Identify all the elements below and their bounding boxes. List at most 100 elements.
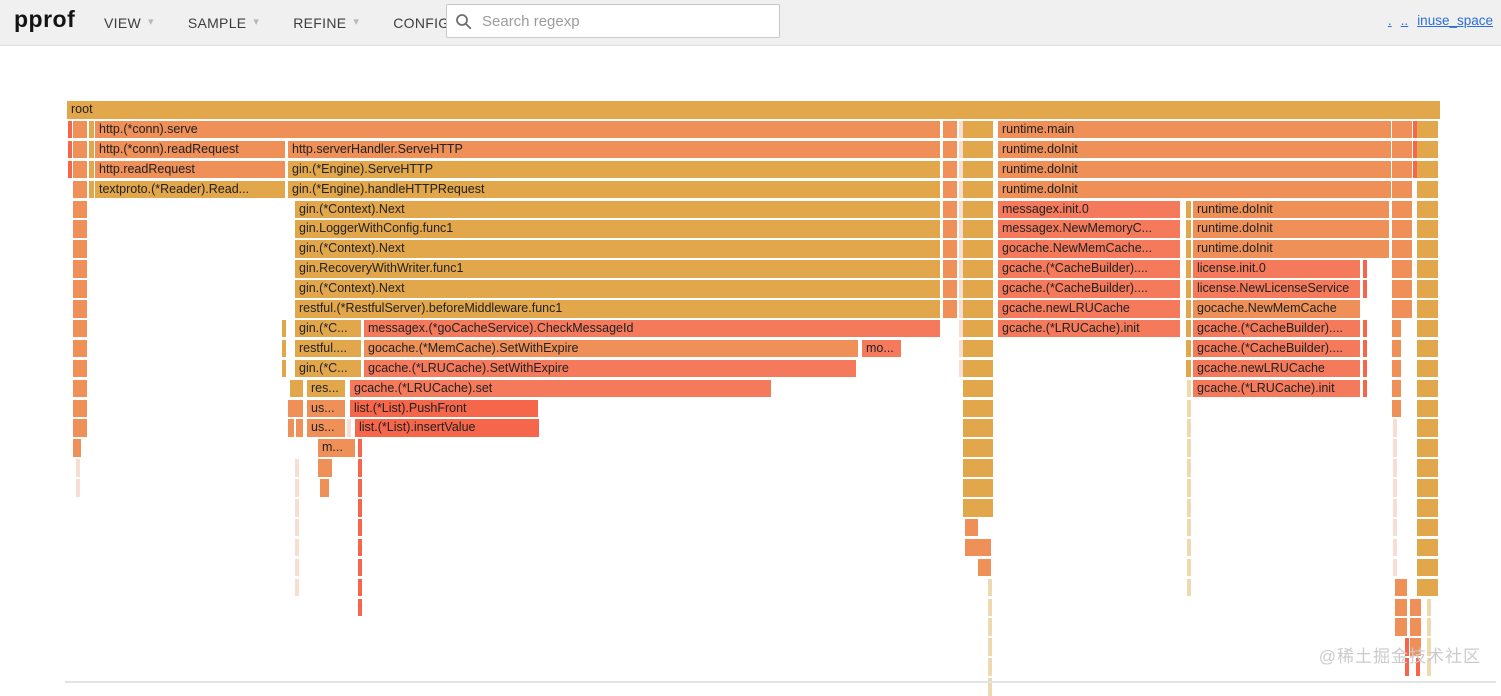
flame-sliver[interactable] xyxy=(1392,379,1401,398)
flame-sliver[interactable] xyxy=(988,618,992,636)
flame-sliver[interactable] xyxy=(943,280,957,298)
flame-sliver[interactable] xyxy=(296,419,303,437)
flame-sliver[interactable] xyxy=(988,598,992,616)
flame-sliver[interactable] xyxy=(73,439,81,457)
flame-sliver[interactable] xyxy=(282,319,286,338)
flame-sliver[interactable] xyxy=(1427,638,1431,656)
flame-sliver[interactable] xyxy=(988,638,992,656)
flame-sliver[interactable] xyxy=(1417,140,1438,159)
flame-frame[interactable]: gin.(*Context).Next xyxy=(295,200,940,218)
flame-sliver[interactable] xyxy=(963,180,993,199)
flame-sliver[interactable] xyxy=(943,120,957,139)
flame-sliver[interactable] xyxy=(963,120,993,139)
flame-frame[interactable]: gcache.(*LRUCache).init xyxy=(998,319,1180,338)
flame-sliver[interactable] xyxy=(1417,558,1438,577)
flame-frame[interactable]: list.(*List).PushFront xyxy=(350,399,538,417)
flame-sliver[interactable] xyxy=(73,160,87,179)
flame-sliver[interactable] xyxy=(73,359,87,378)
flame-sliver[interactable] xyxy=(1417,379,1438,398)
flame-sliver[interactable] xyxy=(1363,260,1367,278)
flame-sliver[interactable] xyxy=(963,479,993,497)
flame-sliver[interactable] xyxy=(1417,518,1438,537)
flame-sliver[interactable] xyxy=(73,300,87,318)
flame-sliver[interactable] xyxy=(1186,260,1191,278)
flame-sliver[interactable] xyxy=(1417,200,1438,218)
flame-frame[interactable]: us... xyxy=(307,419,345,437)
flame-sliver[interactable] xyxy=(73,280,87,298)
flame-sliver[interactable] xyxy=(73,319,87,338)
flame-frame[interactable]: gcache.(*CacheBuilder).... xyxy=(1193,339,1360,358)
flame-sliver[interactable] xyxy=(1392,200,1412,218)
sample-type-link-inuse-space[interactable]: inuse_space xyxy=(1417,13,1493,28)
flame-sliver[interactable] xyxy=(1186,300,1191,318)
flame-sliver[interactable] xyxy=(1187,558,1191,577)
flame-frame[interactable]: m... xyxy=(318,439,355,457)
flame-sliver[interactable] xyxy=(963,160,993,179)
flame-sliver[interactable] xyxy=(1427,598,1431,616)
flame-sliver[interactable] xyxy=(943,240,957,258)
flame-frame[interactable]: gcache.(*CacheBuilder).... xyxy=(998,280,1180,298)
flame-sliver[interactable] xyxy=(1413,140,1417,159)
flame-sliver[interactable] xyxy=(295,479,299,497)
flame-sliver[interactable] xyxy=(959,220,963,238)
flame-sliver[interactable] xyxy=(358,459,362,477)
flame-frame[interactable]: gin.(*Engine).ServeHTTP xyxy=(288,160,940,179)
flame-sliver[interactable] xyxy=(963,499,993,517)
flame-sliver[interactable] xyxy=(1392,280,1412,298)
flame-frame[interactable]: http.(*conn).serve xyxy=(95,120,940,139)
flame-sliver[interactable] xyxy=(1363,280,1367,298)
flame-frame[interactable]: http.serverHandler.ServeHTTP xyxy=(288,140,940,159)
flame-frame[interactable]: runtime.main xyxy=(998,120,1391,139)
flame-frame[interactable]: res... xyxy=(307,379,345,398)
flame-sliver[interactable] xyxy=(1395,598,1407,616)
flame-sliver[interactable] xyxy=(943,260,957,278)
flame-sliver[interactable] xyxy=(943,140,957,159)
flame-sliver[interactable] xyxy=(963,359,993,378)
flame-sliver[interactable] xyxy=(959,160,963,179)
flame-sliver[interactable] xyxy=(358,578,362,597)
flame-sliver[interactable] xyxy=(1186,240,1191,258)
flame-sliver[interactable] xyxy=(963,399,993,417)
flame-sliver[interactable] xyxy=(1186,220,1191,238)
flame-sliver[interactable] xyxy=(73,379,87,398)
flame-frame[interactable]: runtime.doInit xyxy=(998,140,1391,159)
flame-sliver[interactable] xyxy=(295,518,299,537)
flame-sliver[interactable] xyxy=(1395,618,1407,636)
flame-sliver[interactable] xyxy=(943,160,957,179)
flame-sliver[interactable] xyxy=(1187,379,1191,398)
flame-sliver[interactable] xyxy=(1187,518,1191,537)
flame-frame[interactable]: gocache.NewMemCache xyxy=(1193,300,1360,318)
flame-sliver[interactable] xyxy=(1417,180,1438,199)
flame-sliver[interactable] xyxy=(73,140,87,159)
flame-sliver[interactable] xyxy=(73,419,87,437)
flame-sliver[interactable] xyxy=(963,280,993,298)
flame-frame[interactable]: gin.(*C... xyxy=(295,359,361,378)
flame-frame[interactable]: runtime.doInit xyxy=(1193,220,1389,238)
flame-frame[interactable]: gcache.(*LRUCache).init xyxy=(1193,379,1360,398)
flame-sliver[interactable] xyxy=(358,538,362,557)
flame-sliver[interactable] xyxy=(320,479,329,497)
flame-sliver[interactable] xyxy=(68,160,72,179)
flame-sliver[interactable] xyxy=(959,120,963,139)
menu-view[interactable]: VIEW ▾ xyxy=(104,15,154,31)
flame-sliver[interactable] xyxy=(1393,538,1397,557)
flame-frame[interactable]: gcache.(*LRUCache).SetWithExpire xyxy=(364,359,856,378)
flame-frame[interactable]: gocache.(*MemCache).SetWithExpire xyxy=(364,339,858,358)
flame-sliver[interactable] xyxy=(1417,439,1438,457)
flame-frame[interactable]: runtime.doInit xyxy=(1193,240,1389,258)
flame-sliver[interactable] xyxy=(1393,499,1397,517)
flame-frame[interactable]: gcache.(*CacheBuilder).... xyxy=(1193,319,1360,338)
flame-frame[interactable]: http.readRequest xyxy=(95,160,285,179)
flame-sliver[interactable] xyxy=(963,260,993,278)
flame-sliver[interactable] xyxy=(290,379,303,398)
flame-frame[interactable]: gcache.(*CacheBuilder).... xyxy=(998,260,1180,278)
flame-sliver[interactable] xyxy=(1392,319,1401,338)
flame-sliver[interactable] xyxy=(295,459,299,477)
flame-sliver[interactable] xyxy=(959,140,963,159)
flame-frame[interactable]: runtime.doInit xyxy=(998,180,1391,199)
flame-sliver[interactable] xyxy=(1417,160,1438,179)
flame-sliver[interactable] xyxy=(1393,558,1397,577)
flame-sliver[interactable] xyxy=(295,558,299,577)
flame-sliver[interactable] xyxy=(1187,439,1191,457)
flame-sliver[interactable] xyxy=(1417,419,1438,437)
